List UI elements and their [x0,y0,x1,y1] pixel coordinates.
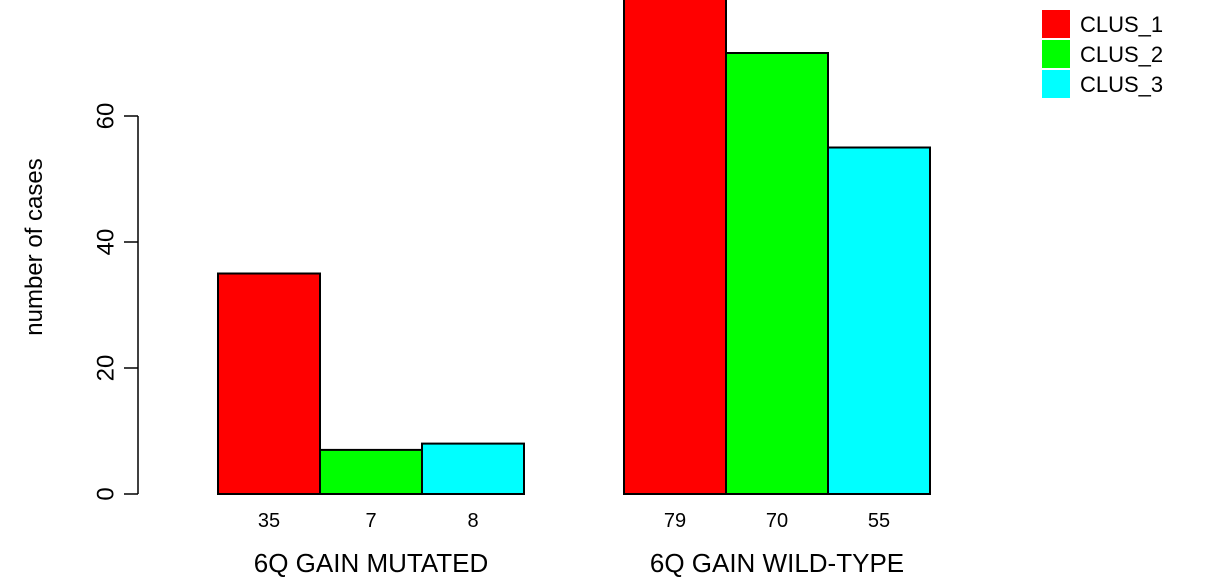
bars-layer [217,0,931,496]
bar-1-clus-1 [217,272,321,495]
y-axis-label: number of cases [21,158,48,335]
bar-value-label: 55 [868,510,890,532]
y-tick-label: 60 [93,103,120,130]
bar-2-clus-3 [827,146,931,495]
y-tick-label: 0 [93,487,120,500]
legend: CLUS_1 CLUS_2 CLUS_3 [1042,10,1163,98]
bar-value-label: 35 [258,510,280,532]
bar-2-clus-2 [725,52,829,495]
bar-1-clus-2 [319,448,423,495]
y-tick-label: 40 [93,229,120,256]
bar-value-label: 8 [467,510,478,532]
bar-value-label: 7 [365,510,376,532]
legend-swatch [1042,70,1070,98]
value-labels: 35 7 8 79 70 55 [258,510,890,532]
y-axis: 0 20 40 60 [93,103,139,501]
y-tick-label: 20 [93,355,120,382]
bar-2-clus-1 [623,0,727,496]
group-label: 6Q GAIN WILD-TYPE [650,548,904,578]
legend-swatch [1042,10,1070,38]
legend-swatch [1042,40,1070,68]
legend-label: CLUS_2 [1080,42,1163,67]
legend-label: CLUS_3 [1080,72,1163,97]
bar-value-label: 70 [766,510,788,532]
bar-value-label: 79 [664,510,686,532]
legend-label: CLUS_1 [1080,12,1163,37]
group-label: 6Q GAIN MUTATED [254,548,489,578]
bar-1-clus-3 [421,442,525,496]
group-labels: 6Q GAIN MUTATED 6Q GAIN WILD-TYPE [254,548,904,578]
